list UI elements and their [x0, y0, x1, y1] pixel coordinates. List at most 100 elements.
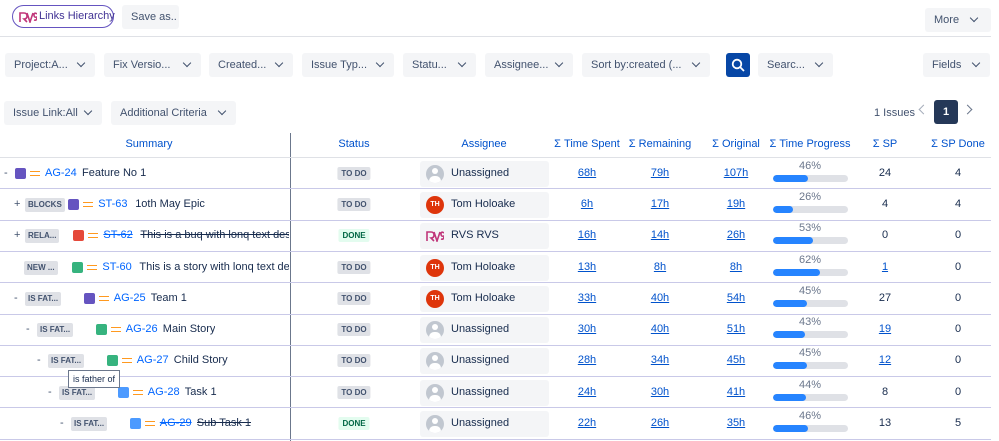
row-line: [0, 438, 991, 440]
row-toggle[interactable]: -: [14, 291, 18, 304]
time-remaining[interactable]: 40h: [650, 323, 670, 336]
row-line: [0, 250, 991, 252]
row-toggle[interactable]: -: [48, 385, 52, 398]
next-page[interactable]: [962, 104, 973, 115]
time-original[interactable]: 35h: [726, 417, 746, 430]
time-original[interactable]: 26h: [726, 229, 746, 242]
avatar-body: [429, 363, 441, 371]
button-label: Sort by:created (...: [591, 59, 682, 71]
progress-track: [773, 174, 848, 182]
row-toggle[interactable]: +: [14, 229, 21, 242]
time-spent[interactable]: 22h: [577, 417, 597, 430]
filter-dropdown[interactable]: Issue Link:All: [4, 101, 102, 125]
issue-key[interactable]: AG-27: [136, 354, 169, 367]
time-remaining[interactable]: 79h: [650, 166, 670, 179]
filter-dropdown[interactable]: Project:A...: [5, 53, 95, 77]
time-remaining[interactable]: 14h: [650, 229, 670, 242]
issue-key[interactable]: ST-62: [103, 229, 133, 242]
filter-dropdown[interactable]: Searc...: [758, 53, 833, 77]
story-points[interactable]: 1: [881, 260, 889, 273]
more-button[interactable]: More: [925, 8, 991, 32]
time-spent[interactable]: 68h: [577, 166, 597, 179]
row-toggle[interactable]: -: [26, 323, 30, 336]
time-spent[interactable]: 24h: [577, 385, 597, 398]
row-toggle[interactable]: -: [37, 354, 41, 367]
time-remaining[interactable]: 26h: [650, 417, 670, 430]
time-remaining[interactable]: 17h: [650, 197, 670, 210]
chevron: [691, 58, 701, 68]
column-header[interactable]: Assignee: [461, 138, 507, 150]
filter-dropdown[interactable]: Sort by:created (...: [582, 53, 710, 77]
avatar-body: [429, 332, 441, 340]
filter-dropdown[interactable]: Additional Criteria: [111, 101, 236, 125]
link-type-badge: BLOCKS: [25, 197, 65, 212]
filter-dropdown[interactable]: Assignee...: [485, 53, 573, 77]
row-line: [0, 344, 991, 346]
time-original[interactable]: 19h: [726, 197, 746, 210]
issue-key[interactable]: AG-24: [45, 166, 77, 179]
time-remaining[interactable]: 40h: [650, 291, 670, 304]
column-header[interactable]: Σ Time Spent: [554, 138, 620, 150]
time-spent[interactable]: 33h: [577, 291, 597, 304]
progress-fill: [773, 268, 820, 276]
time-spent[interactable]: 28h: [577, 354, 597, 367]
status-lozenge: TO DO: [337, 385, 371, 399]
time-spent[interactable]: 16h: [577, 229, 597, 242]
column-header[interactable]: Σ Original: [712, 138, 760, 150]
column-header[interactable]: Σ Time Progress: [769, 138, 851, 150]
time-original[interactable]: 107h: [723, 166, 749, 179]
tooltip: is father of: [68, 370, 121, 388]
column-header[interactable]: Σ SP Done: [931, 138, 985, 150]
issue-type-icon: [15, 167, 26, 179]
time-remaining[interactable]: 30h: [650, 385, 670, 398]
story-points[interactable]: 19: [878, 323, 892, 336]
progress-track: [773, 268, 848, 276]
filter-dropdown[interactable]: Created...: [209, 53, 293, 77]
filter-dropdown[interactable]: Statu...: [403, 53, 476, 77]
time-spent[interactable]: 30h: [577, 323, 597, 336]
row-toggle[interactable]: +: [14, 197, 21, 210]
issue-key[interactable]: AG-25: [113, 291, 146, 304]
time-original[interactable]: 51h: [726, 323, 746, 336]
fields-dropdown[interactable]: Fields: [923, 53, 990, 77]
column-header[interactable]: Σ SP: [872, 138, 898, 150]
story-points[interactable]: 12: [878, 354, 892, 367]
save-as-button[interactable]: Save as..: [122, 5, 179, 29]
column-header[interactable]: Σ Remaining: [628, 138, 692, 150]
time-spent[interactable]: 6h: [580, 197, 594, 210]
issue-key[interactable]: ST-63: [98, 197, 128, 210]
issue-key[interactable]: AG-29: [159, 417, 192, 430]
row-toggle[interactable]: -: [4, 166, 8, 179]
avatar: [426, 321, 444, 340]
column-header[interactable]: Status: [338, 138, 370, 150]
assignee-name: Unassigned: [451, 385, 510, 398]
button-label: Issue Typ...: [311, 59, 368, 71]
links-hierarchy-button[interactable]: Links Hierarchy: [12, 5, 115, 28]
filter-dropdown[interactable]: Fix Versio...: [104, 53, 201, 77]
chevron: [274, 58, 284, 68]
row-toggle[interactable]: -: [60, 417, 64, 430]
assignee-cell: TH Tom Holoake: [420, 254, 549, 281]
time-original[interactable]: 45h: [726, 354, 746, 367]
time-original[interactable]: 8h: [729, 260, 743, 273]
issue-key[interactable]: ST-60: [102, 260, 132, 273]
progress-track: [773, 331, 848, 339]
column-header[interactable]: Summary: [125, 138, 173, 150]
issue-key[interactable]: AG-26: [125, 323, 158, 336]
time-original[interactable]: 41h: [726, 385, 746, 398]
prev-page[interactable]: [918, 104, 929, 115]
status-lozenge: DONE: [338, 417, 370, 431]
time-original[interactable]: 54h: [726, 291, 746, 304]
button-label: Links Hierarchy: [39, 10, 115, 22]
search-button[interactable]: [726, 53, 750, 77]
issue-key[interactable]: AG-28: [147, 385, 180, 398]
status-lozenge: TO DO: [337, 166, 371, 180]
time-spent[interactable]: 13h: [577, 260, 597, 273]
issue-summary: This is a buq with lonq text descr...: [140, 229, 289, 242]
time-remaining[interactable]: 8h: [653, 260, 667, 273]
time-remaining[interactable]: 34h: [650, 354, 670, 367]
avatar: TH: [426, 258, 444, 277]
story-points-done: 4: [954, 197, 962, 210]
page-number[interactable]: 1: [934, 100, 958, 124]
filter-dropdown[interactable]: Issue Typ...: [302, 53, 394, 77]
